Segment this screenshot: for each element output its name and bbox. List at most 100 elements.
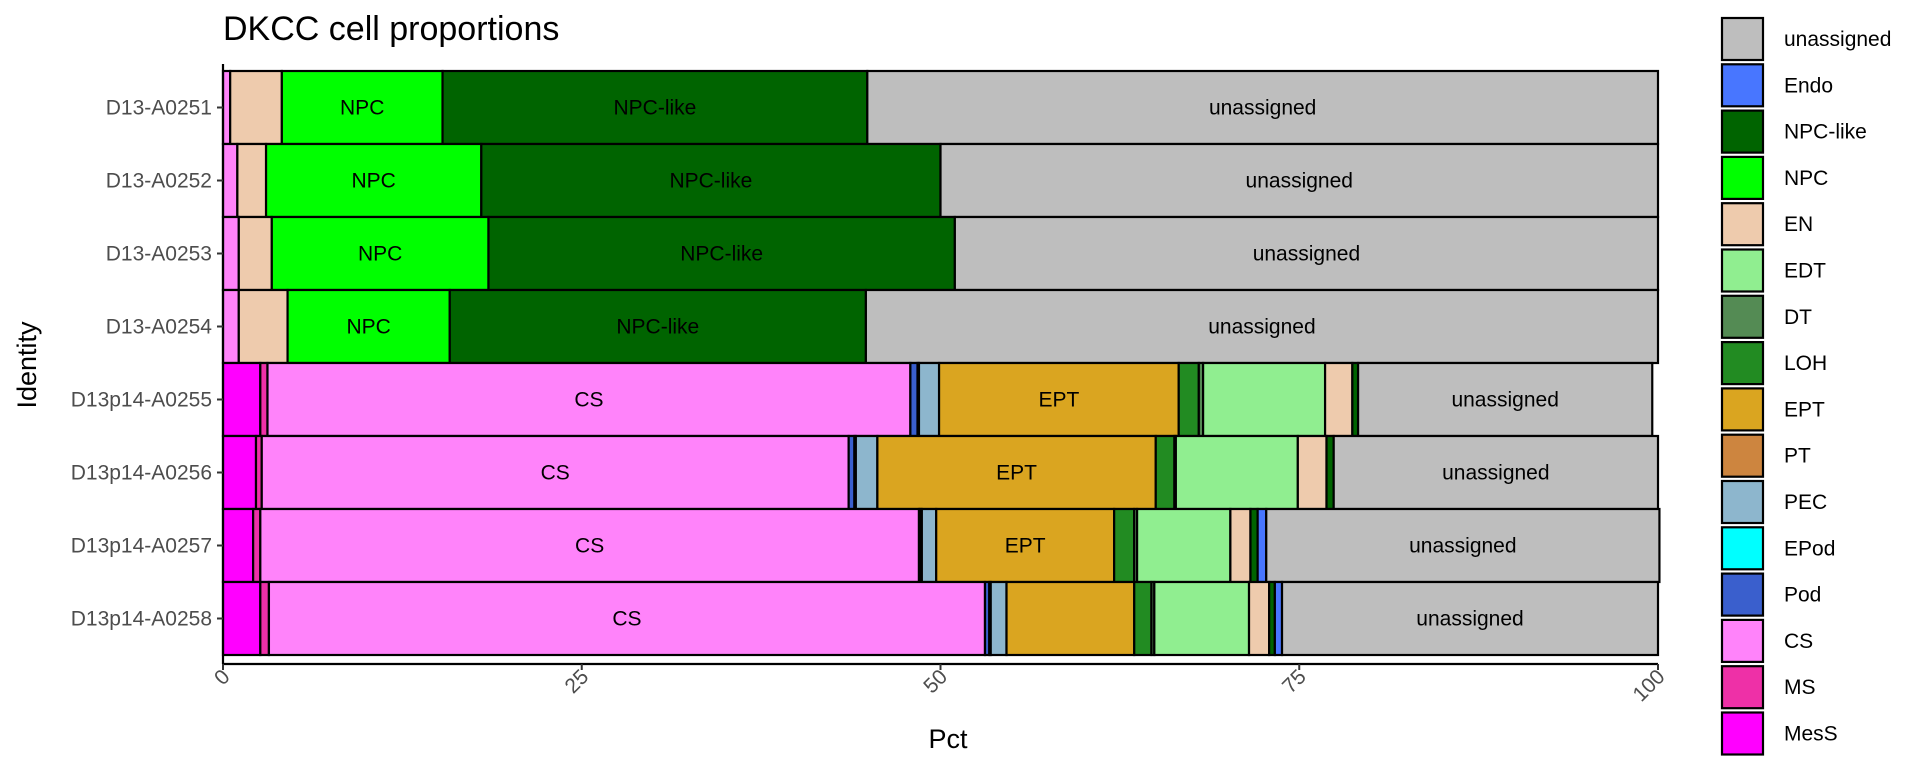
y-tick-label-d13-a0251: D13-A0251 [106,97,212,120]
bar-segment-d13-a0252-npc-like [480,142,942,219]
bar-segment-d13p14-a0256-edt [1174,434,1299,511]
bar-segment-d13p14-a0255-pec [917,361,941,438]
bar-segment-d13-a0252-en [236,142,268,219]
bar-segment-d13p14-a0258-unassigned [1280,580,1660,657]
bar-segment-d13p14-a0255-unassigned [1356,361,1654,438]
bar-segment-d13p14-a0255-en [1323,361,1354,438]
segment-label-d13p14-a0258-unassigned: unassigned [1416,608,1523,631]
legend-key-endo [1720,63,1765,108]
bar-segment-d13p14-a0256-pec [854,434,879,511]
segment-label-d13-a0251-npc-like: NPC-like [614,97,697,120]
legend-label-npc-like: NPC-like [1784,121,1867,144]
bar-segment-d13p14-a0256-ept [876,434,1157,511]
legend-label-mess: MesS [1784,723,1838,746]
bar-segment-d13-a0253-en [237,215,273,292]
legend-key-edt [1720,248,1765,293]
segment-labels-layer: NPC NPC-like unassigned NPC NPC-like unassign… [340,97,1559,631]
bar-segment-d13p14-a0255-cs [266,361,912,438]
bar-segment-d13p14-a0258-edt [1153,580,1251,657]
y-axis-title: Identity [12,321,42,409]
bar-segment-d13p14-a0258-cs [267,580,987,657]
legend-key-epod [1720,526,1765,571]
legend-key-npc-like [1720,109,1765,154]
segment-label-d13p14-a0257-ept: EPT [1005,535,1046,558]
segment-label-d13p14-a0255-ept: EPT [1038,389,1079,412]
legend-label-epod: EPod [1784,537,1835,560]
legend-key-ept [1720,387,1765,432]
legend-label-pod: Pod [1784,584,1821,607]
bar-segment-d13p14-a0256-loh [1154,434,1176,511]
x-tick-label-100: 100 [1628,665,1669,706]
legend-label-pec: PEC [1784,491,1827,514]
y-tick-label-d13p14-a0255: D13p14-A0255 [71,389,212,412]
y-tick-label-d13p14-a0257: D13p14-A0257 [71,535,212,558]
bar-segment-d13p14-a0256-cs [260,434,850,511]
bar-segment-d13p14-a0256-unassigned [1332,434,1660,511]
bar-segment-d13-a0253-npc-like [487,215,956,292]
segment-label-d13-a0254-unassigned: unassigned [1208,316,1315,339]
bars-layer [221,69,1661,657]
legend-key-ms [1720,665,1765,710]
y-tick-label-d13-a0253: D13-A0253 [106,243,212,266]
bar-segment-d13p14-a0258-mess [221,580,262,657]
segment-label-d13p14-a0258-cs: CS [612,608,641,631]
bar-segment-d13p14-a0258-ms [259,580,271,657]
bar-segment-d13p14-a0258-pec [989,580,1008,657]
bar-segment-d13p14-a0256-en [1296,434,1328,511]
bar-segment-d13-a0254-cs [221,288,240,365]
legend-key-npc [1720,155,1765,200]
bar-segment-d13-a0252-unassigned [939,142,1660,219]
bar-segment-d13p14-a0257-mess [221,507,255,584]
bar-segment-d13-a0253-unassigned [953,215,1660,292]
legend-key-pod [1720,572,1765,617]
segment-label-d13-a0254-npc: NPC [346,316,390,339]
segment-label-d13-a0252-npc-like: NPC-like [669,170,752,193]
legend-key-loh [1720,341,1765,386]
bar-segment-d13p14-a0255-loh [1177,361,1200,438]
legend-key-cs [1720,618,1765,664]
chart-title: DKCC cell proportions [223,10,559,48]
bar-segment-d13p14-a0257-pec [920,507,938,584]
legend-label-ept: EPT [1784,398,1825,421]
bar-segment-d13p14-a0255-edt [1202,361,1327,438]
segment-label-d13-a0251-npc: NPC [340,97,384,120]
segment-label-d13-a0253-unassigned: unassigned [1253,243,1360,266]
bar-segment-d13-a0252-cs [221,142,239,219]
legend-key-unassigned [1720,16,1765,62]
bar-segment-d13p14-a0257-edt [1135,507,1232,584]
bar-segment-d13-a0253-npc [270,215,490,292]
segment-label-d13-a0253-npc-like: NPC-like [680,243,763,266]
x-tick-label-50: 50 [919,665,952,698]
segment-label-d13p14-a0256-unassigned: unassigned [1442,462,1549,485]
legend-label-npc: NPC [1784,167,1828,190]
bar-segment-d13p14-a0257-endo [1256,507,1268,584]
y-tick-label-d13-a0254: D13-A0254 [106,316,213,339]
segment-label-d13p14-a0255-unassigned: unassigned [1451,389,1558,412]
legend-label-unassigned: unassigned [1784,28,1891,51]
legend-label-dt: DT [1784,306,1812,329]
segment-label-d13-a0252-unassigned: unassigned [1246,170,1353,193]
y-tick-label-d13p14-a0256: D13p14-A0256 [71,462,212,485]
x-tick-label-25: 25 [561,665,594,698]
segment-label-d13p14-a0256-cs: CS [541,462,570,485]
segment-label-d13-a0252-npc: NPC [352,170,396,193]
bar-segment-d13p14-a0257-en [1229,507,1252,584]
segment-label-d13-a0251-unassigned: unassigned [1209,97,1316,120]
bar-segment-d13p14-a0257-ept [935,507,1116,584]
bar-segment-d13p14-a0258-loh [1133,580,1153,657]
bar-segment-d13-a0254-en [237,288,289,365]
segment-label-d13p14-a0256-ept: EPT [996,462,1037,485]
legend-label-cs: CS [1784,630,1813,653]
bar-segment-d13-a0251-en [229,69,283,146]
x-tick-label-75: 75 [1278,665,1311,698]
legend-label-endo: Endo [1784,74,1833,97]
legend-key-pec [1720,479,1765,525]
bar-segment-d13-a0253-cs [221,215,240,292]
bar-segment-d13p14-a0255-mess [221,361,262,438]
legend-key-dt [1720,294,1765,339]
bar-segment-d13-a0254-unassigned [864,288,1660,365]
bar-segment-d13-a0251-unassigned [866,69,1660,146]
y-tick-label-d13p14-a0258: D13p14-A0258 [71,608,212,631]
y-tick-label-d13-a0252: D13-A0252 [106,170,212,193]
legend-key-en [1720,202,1765,247]
